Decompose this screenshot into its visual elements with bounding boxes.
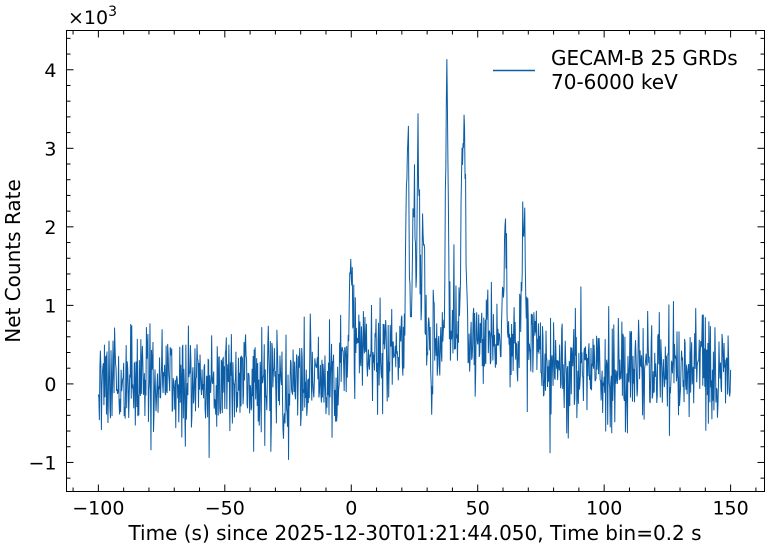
axis-ticks: −100 −50 0 50 100 150 −1 0 1 2 3 4: [28, 30, 765, 520]
legend: GECAM-B 25 GRDs 70-6000 keV: [493, 46, 738, 94]
y-tick-label: 3: [44, 138, 56, 160]
x-tick-label: 100: [586, 498, 622, 520]
x-tick-label: 50: [466, 498, 490, 520]
x-tick-label: 150: [712, 498, 748, 520]
plot-frame: [66, 30, 765, 492]
y-tick-label: 0: [44, 374, 56, 396]
x-tick-label: −100: [72, 498, 124, 520]
x-axis-label: Time (s) since 2025-12-30T01:21:44.050, …: [127, 521, 701, 545]
legend-label: GECAM-B 25 GRDs: [551, 46, 738, 70]
y-tick-label: −1: [28, 452, 56, 474]
y-multiplier: ×103: [68, 4, 117, 29]
light-curve-line: [97, 59, 732, 460]
y-tick-label: 2: [44, 217, 56, 239]
legend-label-energy: 70-6000 keV: [551, 70, 678, 94]
y-axis-label: Net Counts Rate: [1, 179, 25, 343]
x-tick-label: −50: [205, 498, 245, 520]
y-tick-label: 1: [44, 295, 56, 317]
x-tick-label: 0: [345, 498, 357, 520]
y-tick-label: 4: [44, 60, 56, 82]
series-layer: [97, 59, 732, 460]
